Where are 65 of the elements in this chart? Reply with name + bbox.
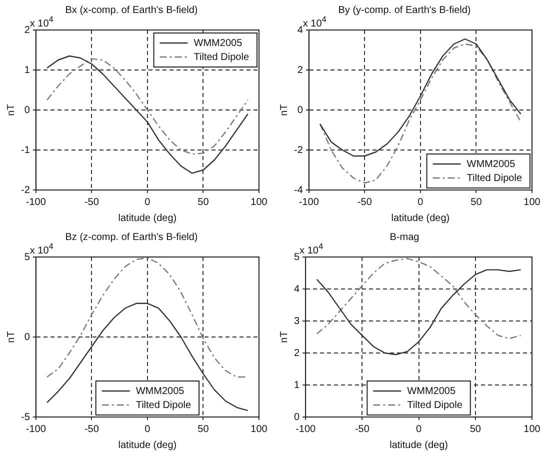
text: x 10$^{4}$ [300,241,324,256]
x-tick-label: -100 [26,196,46,208]
y-axis-title: nT [278,331,290,343]
y-tick-label: 2 [24,24,30,36]
y-tick-label: -1 [20,144,30,156]
y-axis-title: nT [6,331,17,343]
x-tick-label: 100 [250,424,268,435]
y-tick-label: 2 [294,348,300,359]
x-tick-label: 0 [416,424,422,435]
x-tick-label: 100 [524,424,541,435]
line-series [319,43,522,184]
x-tick-label: -50 [84,196,100,208]
x-tick-label: 0 [144,424,151,435]
text: x 10$^{4}$ [302,14,326,30]
x-axis-title: latitude (deg) [118,440,177,451]
y-tick-label: 0 [297,104,304,116]
x-tick-label: 0 [144,196,151,208]
chart-title: By (y-comp. of Earth's B-field) [338,4,471,16]
y-tick-label: 4 [297,24,304,36]
chart-title: Bz (z-comp. of Earth's B-field) [65,232,198,243]
y-tick-label: 1 [24,64,30,76]
legend-label: WMM2005 [466,158,516,170]
legend-label: Tilted Dipole [194,52,250,63]
x-tick-label: -100 [298,196,320,208]
x-axis-title: latitude (deg) [391,212,450,224]
y-tick-label: -4 [294,184,304,196]
y-tick-label: 0 [24,332,30,343]
x-tick-label: 50 [198,424,210,435]
x-tick-label: 50 [470,196,482,208]
legend-label: Tilted Dipole [407,400,463,411]
x-tick-label: 50 [198,196,210,208]
x-axis-title: latitude (deg) [390,440,448,451]
text: x 10$^{4}$ [30,14,54,30]
legend-label: WMM2005 [194,38,243,49]
chart-title: B-mag [390,232,420,243]
y-axis-title: nT [278,104,290,116]
x-tick-label: -100 [26,424,46,435]
y-tick-label: 3 [294,316,300,327]
x-tick-label: 100 [250,196,268,208]
y-axis-title: nT [6,104,17,116]
x-tick-label: 100 [524,196,541,208]
y-tick-label: 5 [294,252,300,263]
y-tick-label: -2 [294,144,304,156]
y-tick-label: 0 [294,412,300,423]
y-tick-label: 4 [294,284,300,295]
x-tick-label: -50 [354,424,370,435]
chart-title: Bx (x-comp. of Earth's B-field) [65,4,198,16]
legend-label: WMM2005 [136,386,185,397]
y-tick-label: 1 [294,380,300,391]
y-tick-label: -2 [20,184,30,196]
y-tick-label: 0 [24,104,30,116]
x-tick-label: 0 [418,196,424,208]
legend-label: WMM2005 [407,386,456,397]
text: x 10$^{4}$ [30,241,54,256]
y-tick-label: 2 [297,64,304,76]
x-tick-label: -50 [84,424,100,435]
y-tick-label: -5 [20,412,30,423]
x-tick-label: -100 [296,424,316,435]
legend-label: Tilted Dipole [136,400,192,411]
x-tick-label: -50 [357,196,372,208]
x-axis-title: latitude (deg) [118,212,177,224]
y-tick-label: 5 [24,252,30,263]
line-series [316,258,522,340]
legend-label: Tilted Dipole [466,172,522,184]
x-tick-label: 50 [470,424,482,435]
